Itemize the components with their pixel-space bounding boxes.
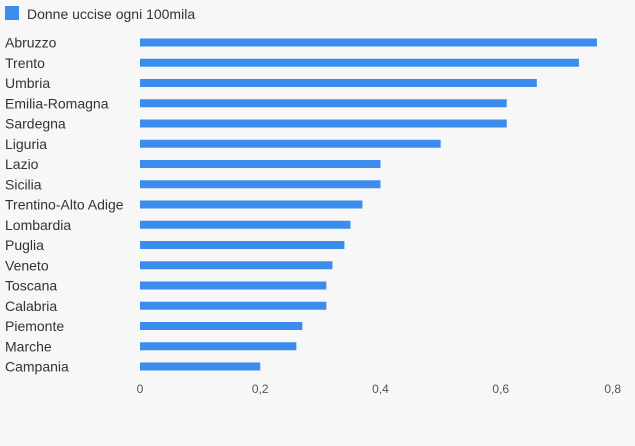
category-label: Lazio [5,156,39,172]
bar [140,139,441,148]
x-axis-ticks: 0 0,2 0,4 0,6 0,8 [137,382,622,396]
bar [140,180,381,189]
x-tick-label: 0,6 [492,382,509,396]
category-label: Veneto [5,257,49,273]
category-label: Calabria [5,298,57,314]
bar [140,241,345,249]
bar [140,38,597,47]
bar [140,58,579,67]
legend-label: Donne uccise ogni 100mila [27,6,195,22]
bar [140,342,297,351]
category-label: Lombardia [5,217,71,233]
category-label: Puglia [5,237,44,253]
bar [140,322,303,330]
x-tick-label: 0,4 [372,382,389,396]
bar [140,160,381,168]
x-tick-label: 0 [137,382,144,396]
category-label: Umbria [5,75,50,91]
bar [140,119,507,128]
category-label: Emilia-Romagna [5,95,109,111]
category-label: Liguria [5,136,47,152]
bar [140,200,363,209]
category-labels: Abruzzo Trento Umbria Emilia-Romagna Sardegn… [5,35,124,375]
category-label: Marche [5,338,52,354]
category-label: Sardegna [5,116,66,132]
x-tick-label: 0,2 [252,382,269,396]
x-tick-label: 0,8 [604,382,621,396]
category-label: Sicilia [5,176,42,192]
bars [140,38,597,371]
category-label: Abruzzo [5,35,57,51]
category-label: Trentino-Alto Adige [5,197,124,213]
category-label: Trento [5,55,45,71]
category-label: Piemonte [5,318,64,334]
category-label: Toscana [5,278,57,294]
legend: Donne uccise ogni 100mila [5,6,195,22]
category-label: Campania [5,359,69,375]
bar [140,99,507,108]
bar [140,301,327,310]
legend-swatch [5,6,19,20]
bar [140,220,351,229]
bar [140,362,261,371]
bar [140,281,327,290]
bar [140,261,333,270]
bar [140,79,537,87]
